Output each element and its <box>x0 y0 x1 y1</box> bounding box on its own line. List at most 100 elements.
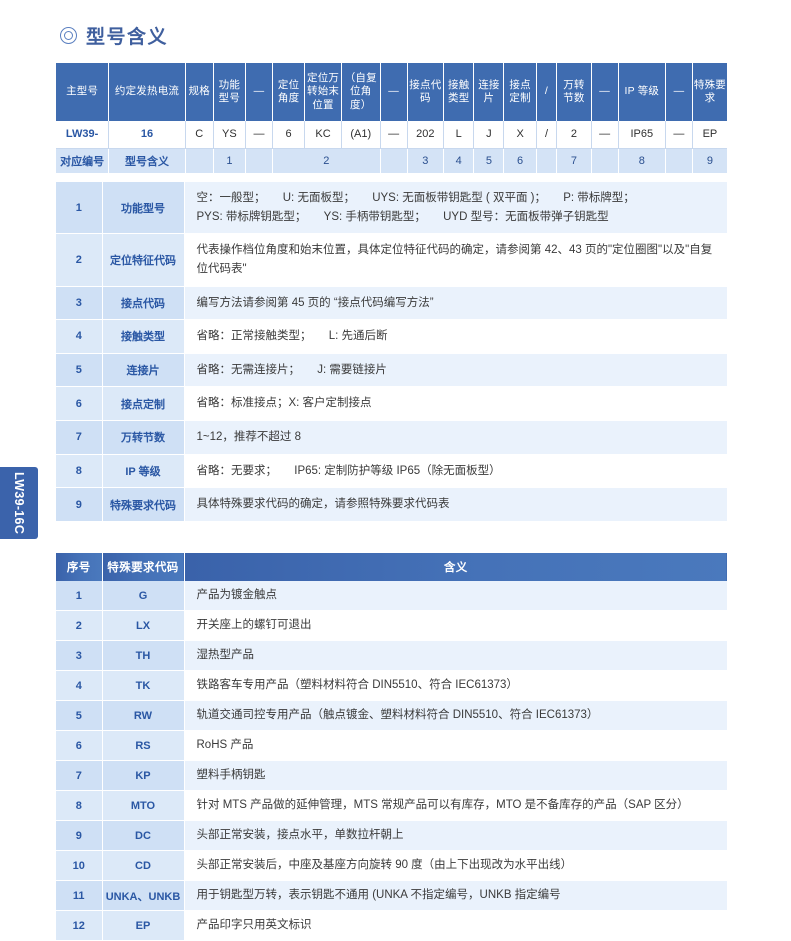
code-value-cell: 202 <box>407 121 445 149</box>
explanation-key: 万转节数 <box>102 420 185 455</box>
code-header-cell: — <box>380 63 408 121</box>
code-value-cell: IP65 <box>618 121 666 149</box>
special-code: MTO <box>102 790 185 822</box>
explanation-index: 9 <box>56 487 103 522</box>
index-cell <box>665 148 693 173</box>
index-cell: 3 <box>407 148 445 173</box>
code-value-cell: 6 <box>272 121 306 149</box>
explanation-index: 2 <box>56 233 103 287</box>
code-value-cell: LW39- <box>56 121 110 149</box>
code-value-cell: J <box>473 121 505 149</box>
index-cell: 7 <box>556 148 592 173</box>
code-header-cell: 接点代码 <box>407 63 445 121</box>
code-table-value-row: LW39- 16 C YS — 6 KC (A1) — 202 L J X / … <box>56 121 727 149</box>
table-row: 4 接触类型 省略：正常接触类型； L: 先通后断 <box>56 319 727 354</box>
code-header-cell: 主型号 <box>56 63 110 121</box>
explanation-desc: 代表操作档位角度和始末位置，具体定位特征代码的确定，请参阅第 42、43 页的"… <box>184 233 727 287</box>
code-value-cell: 16 <box>108 121 186 149</box>
index-cell: 6 <box>503 148 537 173</box>
code-value-cell: — <box>665 121 693 149</box>
code-header-cell: （自复位角度） <box>341 63 381 121</box>
special-meaning: 湿热型产品 <box>184 640 727 672</box>
special-meaning: 产品为镀金触点 <box>184 580 727 612</box>
special-meaning: RoHS 产品 <box>184 730 727 762</box>
explanation-desc: 省略：正常接触类型； L: 先通后断 <box>184 319 727 354</box>
special-code: KP <box>102 760 185 792</box>
special-index: 6 <box>56 730 103 762</box>
table-row: 5 RW 轨道交通司控专用产品（触点镀金、塑料材料符合 DIN5510、符合 I… <box>56 700 727 732</box>
code-value-cell: — <box>380 121 408 149</box>
explanation-desc: 空：一般型； U: 无面板型； UYS: 无面板带钥匙型 ( 双平面 )； P:… <box>184 182 727 235</box>
explanation-key: 功能型号 <box>102 182 185 235</box>
code-value-cell: X <box>503 121 537 149</box>
index-cell: 2 <box>272 148 381 173</box>
code-table-header-row: 主型号 约定发热电流 规格 功能型号 — 定位角度 定位万转始末位置 （自复位角… <box>56 63 727 121</box>
code-header-cell: 接触类型 <box>443 63 475 121</box>
explanation-index: 7 <box>56 420 103 455</box>
explanation-key: 接触类型 <box>102 319 185 354</box>
table-row: 2 LX 开关座上的螺钉可退出 <box>56 610 727 642</box>
special-header-index: 序号 <box>56 552 103 581</box>
table-row: 3 TH 湿热型产品 <box>56 640 727 672</box>
table-row: 1 G 产品为镀金触点 <box>56 580 727 612</box>
table-row: 12 EP 产品印字只用英文标识 <box>56 910 727 941</box>
table-row: 3 接点代码 编写方法请参阅第 45 页的 “接点代码编写方法” <box>56 286 727 321</box>
code-header-cell: IP 等级 <box>618 63 666 121</box>
special-header-meaning: 含义 <box>184 552 727 581</box>
code-value-cell: L <box>443 121 475 149</box>
special-code: LX <box>102 610 185 642</box>
code-header-cell: 特殊要求 <box>692 63 727 121</box>
explanation-table: 1 功能型号 空：一般型； U: 无面板型； UYS: 无面板带钥匙型 ( 双平… <box>56 182 727 522</box>
index-cell: 1 <box>213 148 247 173</box>
special-index: 1 <box>56 580 103 612</box>
code-header-cell: 接点定制 <box>503 63 537 121</box>
special-meaning: 开关座上的螺钉可退出 <box>184 610 727 642</box>
special-meaning: 头部正常安装后，中座及基座方向旋转 90 度（由上下出现改为水平出线） <box>184 850 727 882</box>
special-table-header-row: 序号 特殊要求代码 含义 <box>56 552 727 581</box>
code-header-cell: — <box>245 63 273 121</box>
table-row: 2 定位特征代码 代表操作档位角度和始末位置，具体定位特征代码的确定，请参阅第 … <box>56 233 727 287</box>
special-code: TH <box>102 640 185 672</box>
special-code: DC <box>102 820 185 852</box>
index-cell: 9 <box>692 148 727 173</box>
table-row: 9 DC 头部正常安装，接点水平，单数拉杆朝上 <box>56 820 727 852</box>
model-code-table: 主型号 约定发热电流 规格 功能型号 — 定位角度 定位万转始末位置 （自复位角… <box>56 63 727 173</box>
code-value-cell: (A1) <box>341 121 381 149</box>
explanation-index: 8 <box>56 454 103 489</box>
side-tab-lw39-16c[interactable]: LW39-16C <box>0 467 38 539</box>
index-cell: 5 <box>473 148 505 173</box>
special-meaning: 产品印字只用英文标识 <box>184 910 727 941</box>
explanation-index: 5 <box>56 353 103 388</box>
special-index: 9 <box>56 820 103 852</box>
code-header-cell: 定位万转始末位置 <box>304 63 342 121</box>
special-code: CD <box>102 850 185 882</box>
code-value-cell: — <box>591 121 619 149</box>
index-cell <box>591 148 619 173</box>
code-value-cell: C <box>185 121 214 149</box>
explanation-key: 连接片 <box>102 353 185 388</box>
index-row-label-a: 对应编号 <box>56 148 110 173</box>
code-value-cell: KC <box>304 121 342 149</box>
table-row: 4 TK 铁路客车专用产品（塑料材料符合 DIN5510、符合 IEC61373… <box>56 670 727 702</box>
side-tab-label: LW39-16C <box>12 471 26 535</box>
table-row: 1 功能型号 空：一般型； U: 无面板型； UYS: 无面板带钥匙型 ( 双平… <box>56 182 727 235</box>
special-index: 3 <box>56 640 103 672</box>
special-index: 5 <box>56 700 103 732</box>
table-row: 6 接点定制 省略：标准接点；X: 客户定制接点 <box>56 386 727 421</box>
code-value-cell: — <box>245 121 273 149</box>
explanation-desc: 省略：无要求； IP65: 定制防护等级 IP65（除无面板型） <box>184 454 727 489</box>
explanation-index: 4 <box>56 319 103 354</box>
page-title: 型号含义 <box>56 22 756 49</box>
explanation-index: 1 <box>56 182 103 235</box>
code-header-cell: 约定发热电流 <box>108 63 186 121</box>
table-row: 7 KP 塑料手柄钥匙 <box>56 760 727 792</box>
index-cell <box>536 148 558 173</box>
explanation-key: 接点定制 <box>102 386 185 421</box>
code-header-cell: 规格 <box>185 63 214 121</box>
table-row: 8 IP 等级 省略：无要求； IP65: 定制防护等级 IP65（除无面板型） <box>56 454 727 489</box>
special-code: RW <box>102 700 185 732</box>
special-meaning: 轨道交通司控专用产品（触点镀金、塑料材料符合 DIN5510、符合 IEC613… <box>184 700 727 732</box>
explanation-key: 接点代码 <box>102 286 185 321</box>
index-cell <box>185 148 214 173</box>
explanation-key: IP 等级 <box>102 454 185 489</box>
